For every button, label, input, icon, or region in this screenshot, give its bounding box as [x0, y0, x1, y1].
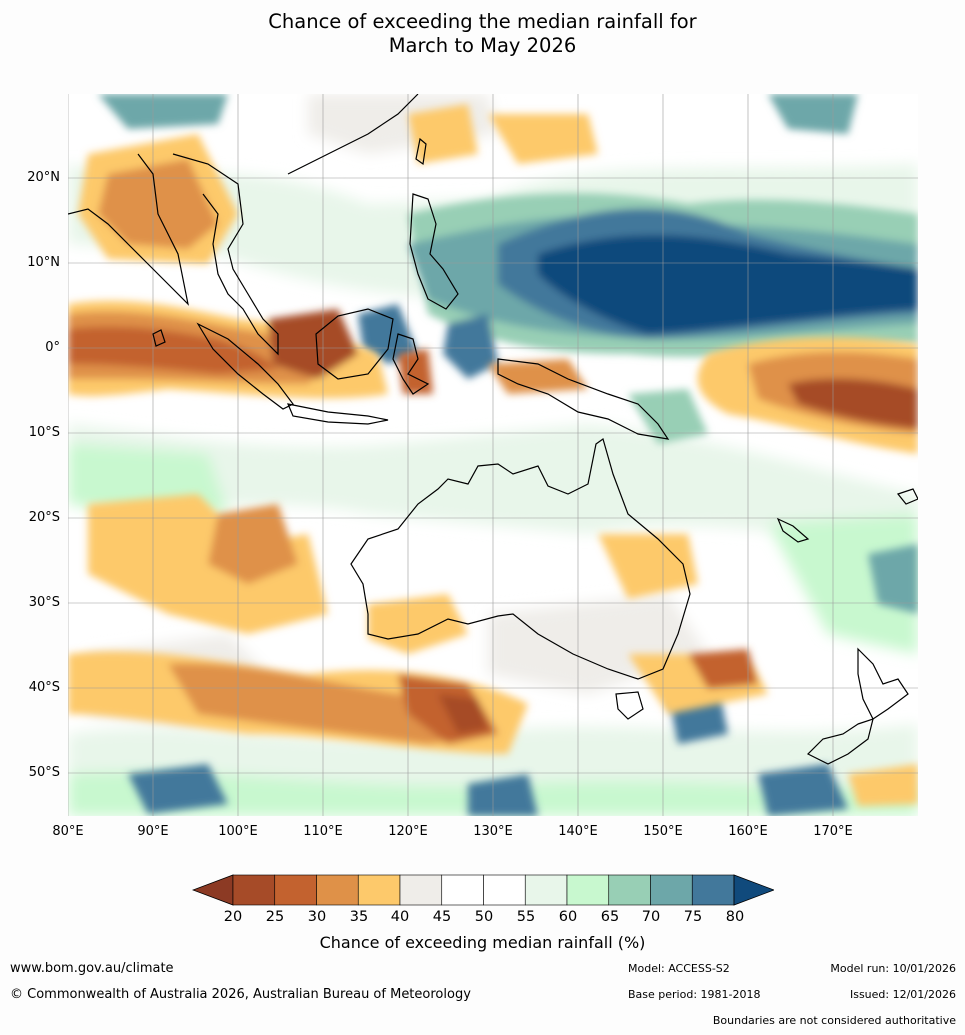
website-text: www.bom.gov.au/climate: [10, 961, 174, 976]
australia-coast: [350, 438, 691, 680]
colorbar-bin-20-25: [232, 874, 276, 906]
colorbar-title: Chance of exceeding median rainfall (%): [319, 933, 646, 952]
colorbar-graphic: [191, 874, 776, 906]
nz-south-coast: [806, 718, 874, 765]
colorbar-bin-70-75: [650, 874, 693, 906]
colorbar-tick-35: 35: [349, 909, 369, 925]
colorbar-tick-45: 45: [432, 909, 452, 925]
lat-label-50s: 50°S: [28, 765, 60, 780]
colorbar-bin-35-40: [357, 874, 401, 906]
lon-label-150e: 150°E: [643, 824, 683, 839]
lon-label-130e: 130°E: [473, 824, 513, 839]
title-line-1: Chance of exceeding the median rainfall …: [268, 10, 697, 33]
title-line-2: March to May 2026: [388, 34, 577, 57]
model-run-text: Model run: 10/01/2026: [830, 962, 956, 975]
colorbar-bin-55-60: [524, 874, 568, 906]
colorbar-bin-60-65: [566, 874, 610, 906]
java-coast: [287, 403, 389, 425]
fiji-coast: [896, 488, 918, 505]
colorbar-tick-80: 80: [725, 909, 745, 925]
lon-label-110e: 110°E: [303, 824, 343, 839]
lat-label-10s: 10°S: [28, 425, 60, 440]
colorbar-tick-55: 55: [516, 909, 536, 925]
new-guinea-coast: [497, 358, 670, 440]
china-coast: [287, 94, 419, 175]
tasmania-coast: [615, 691, 644, 720]
disclaimer-text: Boundaries are not considered authoritat…: [712, 1014, 956, 1027]
lat-label-30s: 30°S: [28, 595, 60, 610]
lon-label-100e: 100°E: [218, 824, 258, 839]
sulawesi-coast: [392, 333, 430, 395]
colorbar-bin-45-50: [441, 874, 484, 906]
colorbar-bin-25-30: [274, 874, 317, 906]
rainfall-field-wet: [98, 94, 918, 816]
nz-north-coast: [857, 647, 909, 720]
lon-label-120e: 120°E: [388, 824, 428, 839]
rainfall-map: [68, 94, 918, 816]
colorbar-tick-60: 60: [558, 909, 578, 925]
model-text: Model: ACCESS-S2: [628, 962, 730, 975]
colorbar-tick-65: 65: [600, 909, 620, 925]
colorbar: [191, 873, 776, 907]
rainfall-field-dry: [68, 104, 918, 806]
colorbar-bin-75-80: [691, 874, 735, 906]
graticule: [68, 94, 918, 816]
issued-text: Issued: 12/01/2026: [849, 988, 956, 1001]
colorbar-bin-50-55: [483, 874, 526, 906]
lat-label-0: 0°: [45, 340, 60, 355]
lat-label-40s: 40°S: [28, 680, 60, 695]
lat-label-10n: 10°N: [27, 255, 60, 270]
colorbar-bin-40-45: [399, 874, 443, 906]
coastlines: [68, 94, 918, 765]
sumatra-coast: [196, 322, 294, 410]
india-coast: [68, 153, 189, 306]
colorbar-tick-70: 70: [641, 909, 661, 925]
lon-label-170e: 170°E: [813, 824, 853, 839]
lon-label-140e: 140°E: [558, 824, 598, 839]
colorbar-tick-50: 50: [474, 909, 494, 925]
indochina-coast: [172, 153, 279, 356]
lat-label-20s: 20°S: [28, 510, 60, 525]
colorbar-tick-25: 25: [265, 909, 285, 925]
lat-label-20n: 20°N: [27, 170, 60, 185]
colorbar-bin-30-35: [316, 874, 359, 906]
lon-label-80e: 80°E: [52, 824, 84, 839]
colorbar-tick-30: 30: [307, 909, 327, 925]
colorbar-under-arrow: [191, 874, 234, 906]
borneo-coast: [315, 308, 394, 380]
colorbar-tick-20: 20: [223, 909, 243, 925]
map-canvas: [68, 94, 918, 816]
base-period-text: Base period: 1981-2018: [628, 988, 761, 1001]
lon-label-160e: 160°E: [728, 824, 768, 839]
colorbar-over-arrow: [733, 874, 776, 906]
colorbar-bin-65-70: [608, 874, 651, 906]
lon-label-90e: 90°E: [137, 824, 169, 839]
copyright-text: © Commonwealth of Australia 2026, Austra…: [10, 987, 471, 1002]
taiwan-coast: [415, 137, 427, 166]
sri-lanka-coast: [152, 329, 166, 347]
colorbar-tick-75: 75: [683, 909, 703, 925]
colorbar-tick-40: 40: [390, 909, 410, 925]
new-caledonia-coast: [776, 517, 810, 543]
philippines-coast: [409, 193, 459, 310]
map-title: Chance of exceeding the median rainfall …: [0, 10, 965, 58]
